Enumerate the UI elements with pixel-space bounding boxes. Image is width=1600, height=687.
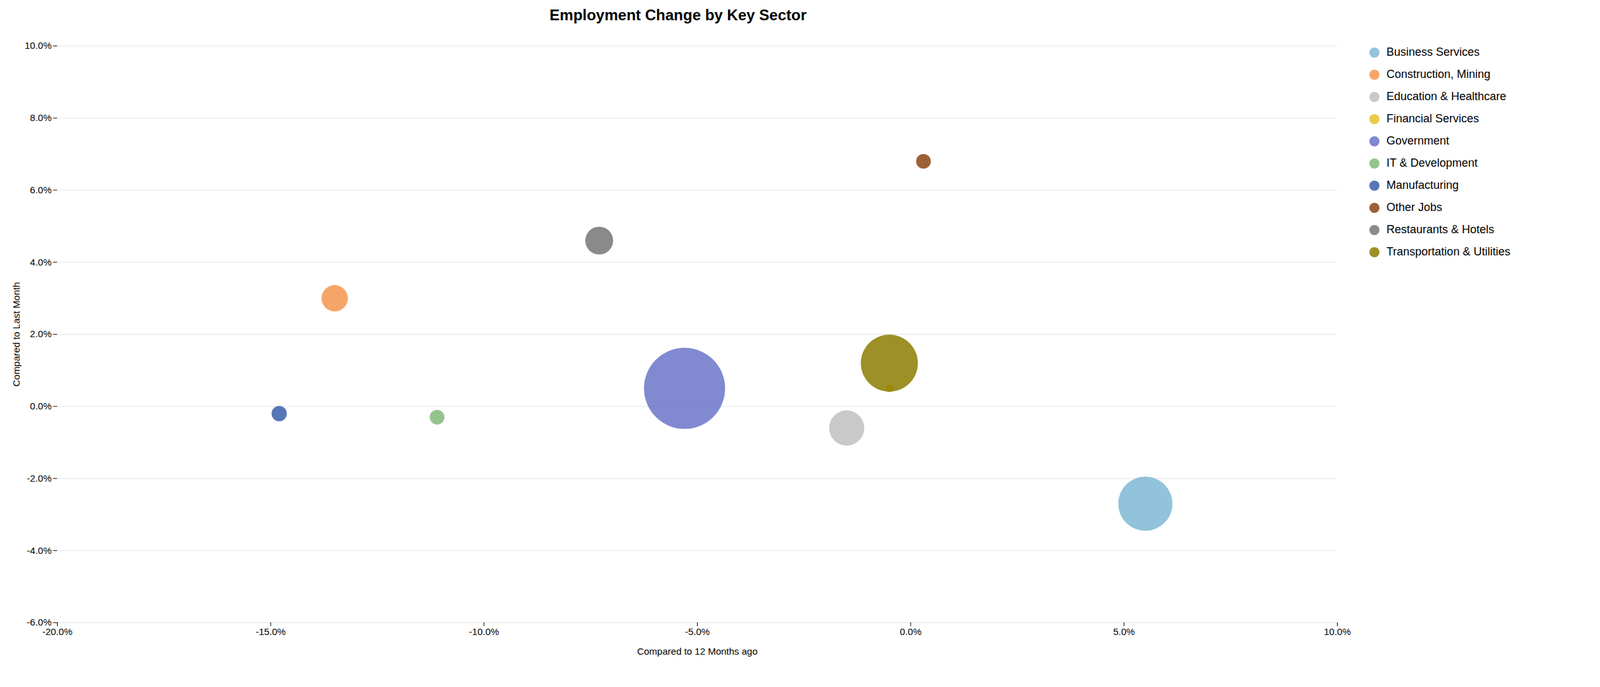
svg-text:10.0%: 10.0%: [24, 39, 52, 51]
svg-text:-5.0%: -5.0%: [684, 626, 710, 637]
html-text:IT & Development: IT & Development: [1386, 156, 1478, 170]
html-text:Employment Change by Key Secto: Employment Change by Key Sector: [549, 6, 807, 24]
svg-text:-15.0%: -15.0%: [255, 626, 286, 637]
svg-text:-4.0%: -4.0%: [26, 544, 52, 556]
html-text:Other Jobs: Other Jobs: [1386, 200, 1443, 214]
svg-text:10.0%: 10.0%: [1323, 626, 1351, 637]
html-text:Education & Healthcare: Education & Healthcare: [1386, 89, 1507, 103]
svg-text:0.0%: 0.0%: [899, 626, 922, 637]
svg-text:0.0%: 0.0%: [29, 400, 52, 412]
html-text:Transportation & Utilities: Transportation & Utilities: [1386, 245, 1511, 258]
svg-text:4.0%: 4.0%: [29, 256, 52, 268]
html-text:Government: Government: [1386, 134, 1450, 148]
svg-text:Compared to Last Month: Compared to Last Month: [10, 281, 22, 387]
html-text:Restaurants & Hotels: Restaurants & Hotels: [1386, 223, 1495, 236]
svg-text:-6.0%: -6.0%: [26, 616, 52, 628]
html-text:Construction, Mining: Construction, Mining: [1386, 67, 1491, 81]
html-text:Financial Services: Financial Services: [1386, 112, 1480, 125]
svg-text:-20.0%: -20.0%: [42, 626, 73, 637]
svg-text:Compared to 12 Months ago: Compared to 12 Months ago: [636, 645, 758, 657]
svg-text:8.0%: 8.0%: [29, 112, 52, 123]
html-text:Business Services: Business Services: [1386, 45, 1480, 59]
svg-text:2.0%: 2.0%: [29, 328, 52, 340]
html-text:Manufacturing: Manufacturing: [1386, 178, 1459, 192]
svg-text:-10.0%: -10.0%: [468, 626, 500, 637]
svg-text:5.0%: 5.0%: [1113, 626, 1135, 637]
svg-text:6.0%: 6.0%: [29, 184, 52, 196]
svg-text:-2.0%: -2.0%: [26, 472, 52, 484]
